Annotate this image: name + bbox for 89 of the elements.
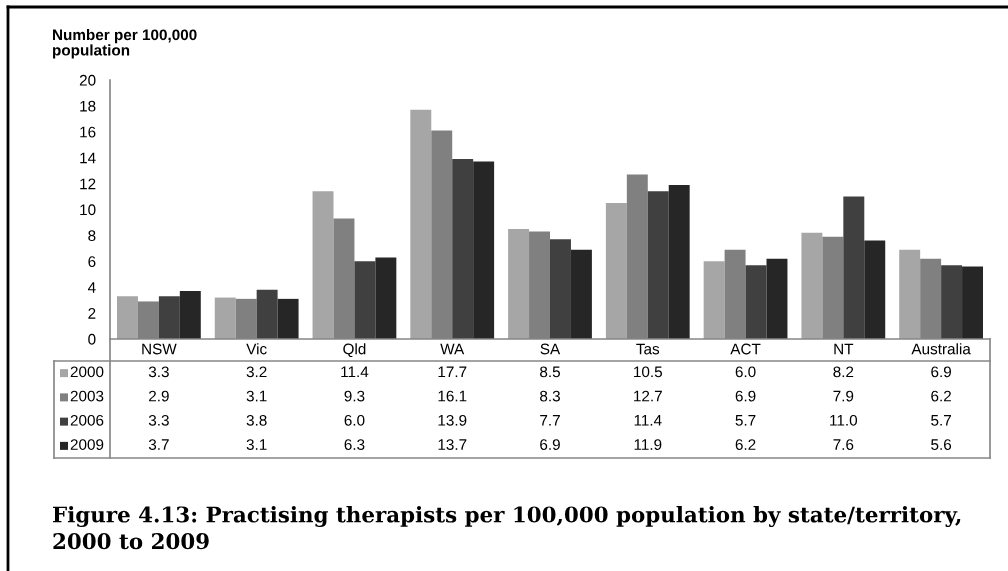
bar bbox=[801, 232, 823, 339]
y-tick-label: 8 bbox=[88, 230, 96, 242]
bar bbox=[843, 196, 865, 339]
data-label: 6.0 bbox=[344, 414, 365, 426]
bar bbox=[375, 257, 397, 339]
bar bbox=[473, 161, 495, 339]
data-label: 8.3 bbox=[540, 390, 560, 402]
legend-label: 2009 bbox=[70, 439, 104, 450]
data-label: 3.3 bbox=[148, 366, 169, 378]
data-label: 7.9 bbox=[833, 390, 854, 402]
legend-label: 2003 bbox=[70, 390, 104, 402]
data-label: 3.1 bbox=[246, 439, 267, 450]
data-label: 2.9 bbox=[149, 390, 169, 402]
bar bbox=[116, 296, 138, 339]
bar bbox=[508, 228, 530, 339]
bar bbox=[214, 297, 236, 339]
bar bbox=[647, 191, 669, 339]
legend-label: 2000 bbox=[70, 366, 104, 378]
data-label: 12.7 bbox=[634, 390, 662, 402]
bar bbox=[452, 159, 474, 339]
legend-label: 2006 bbox=[70, 414, 104, 426]
data-label: 3.2 bbox=[246, 366, 267, 378]
data-label: 5.6 bbox=[931, 439, 952, 450]
data-label: 13.7 bbox=[438, 439, 467, 450]
data-label: 11.4 bbox=[634, 415, 662, 426]
data-label: 6.9 bbox=[735, 390, 756, 402]
y-tick-label: 18 bbox=[80, 100, 96, 112]
data-label: 7.7 bbox=[540, 415, 560, 426]
data-label: 7.6 bbox=[833, 439, 854, 450]
data-label: 11.4 bbox=[341, 366, 369, 378]
data-label: 10.5 bbox=[634, 366, 663, 378]
y-tick-label: 16 bbox=[80, 126, 96, 138]
data-label: 6.2 bbox=[735, 439, 756, 450]
x-tick-label: WA bbox=[440, 343, 465, 355]
bar bbox=[256, 289, 278, 339]
data-label: 5.7 bbox=[931, 415, 951, 426]
x-tick-label: Tas bbox=[636, 343, 660, 355]
text: Figure 4.13: Practising therapists per 100,000 population by state/territory, 2000 to 2009 bbox=[53, 506, 961, 550]
x-tick-label: SA bbox=[540, 343, 561, 355]
y-tick-label: 0 bbox=[88, 333, 96, 345]
x-tick-label: Australia bbox=[911, 343, 971, 355]
data-label: 6.2 bbox=[931, 390, 951, 402]
y-tick-label: 20 bbox=[79, 74, 96, 86]
bar bbox=[179, 291, 201, 339]
data-label: 9.3 bbox=[344, 390, 365, 402]
bar bbox=[962, 266, 984, 339]
x-tick-label: Qld bbox=[343, 343, 366, 358]
data-label: 3.7 bbox=[148, 439, 169, 450]
y-tick-label: 12 bbox=[80, 178, 96, 190]
y-tick-label: 2 bbox=[88, 307, 96, 319]
bar bbox=[312, 191, 334, 339]
y-tick-label: 14 bbox=[80, 152, 96, 164]
x-tick-label: Vic bbox=[246, 343, 267, 355]
data-label: 6.0 bbox=[735, 366, 756, 378]
bar bbox=[899, 249, 921, 339]
data-label: 3.1 bbox=[246, 390, 267, 402]
bar bbox=[668, 184, 690, 339]
bar bbox=[158, 296, 180, 339]
data-label: 3.3 bbox=[148, 414, 169, 426]
y-tick-label: 6 bbox=[88, 256, 96, 267]
data-label: 3.8 bbox=[246, 414, 267, 426]
data-label: 8.2 bbox=[833, 366, 854, 378]
y-axis-title: Number per 100,000 population bbox=[53, 29, 197, 59]
data-label: 5.7 bbox=[735, 415, 756, 426]
bar bbox=[703, 261, 725, 339]
data-label: 6.9 bbox=[540, 439, 560, 450]
data-label: 13.9 bbox=[438, 414, 467, 426]
bar bbox=[410, 109, 432, 339]
bar bbox=[550, 239, 571, 339]
data-label: 6.9 bbox=[931, 366, 952, 378]
bar bbox=[277, 298, 299, 339]
x-tick-label: NT bbox=[834, 343, 854, 355]
bar bbox=[864, 240, 886, 339]
bar bbox=[766, 258, 788, 339]
bar bbox=[745, 265, 767, 339]
data-label: 11.0 bbox=[830, 414, 858, 426]
data-label: 8.5 bbox=[540, 366, 560, 378]
data-label: 16.1 bbox=[438, 390, 467, 402]
bar bbox=[570, 249, 592, 339]
bar bbox=[605, 203, 627, 339]
y-tick-label: 10 bbox=[80, 204, 96, 216]
data-label: 6.3 bbox=[344, 439, 365, 450]
x-tick-label: ACT bbox=[730, 343, 761, 355]
y-tick-label: 4 bbox=[87, 282, 96, 293]
bar bbox=[941, 265, 963, 339]
data-label: 11.9 bbox=[634, 439, 662, 450]
x-tick-label: NSW bbox=[142, 343, 177, 355]
bar bbox=[354, 261, 376, 339]
data-label: 17.7 bbox=[438, 366, 467, 378]
